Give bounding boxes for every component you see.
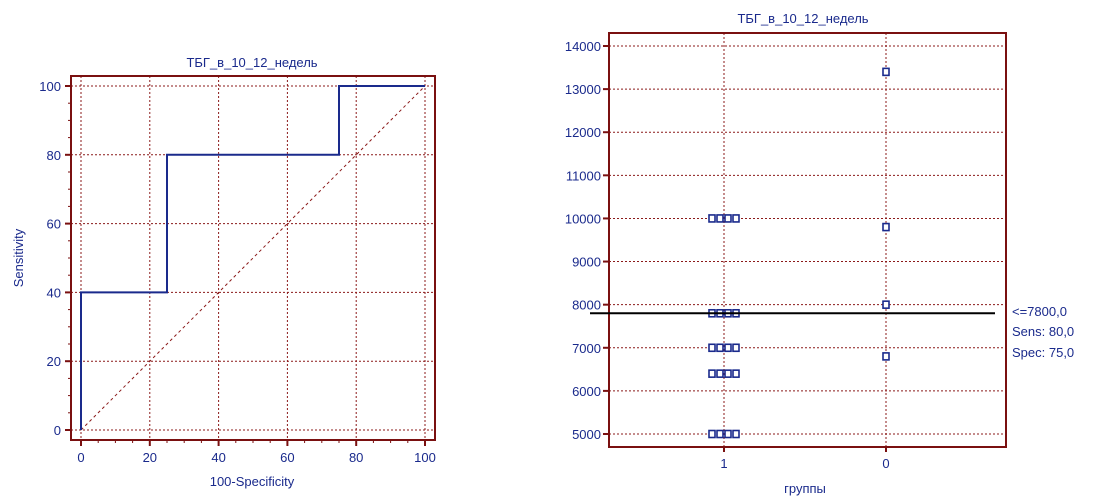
data-point (708, 369, 716, 378)
roc-curve (80, 85, 425, 430)
dot-y-tick-label: 6000 (572, 384, 601, 399)
roc-reference-line (80, 85, 426, 431)
data-point (882, 222, 890, 232)
data-point (732, 214, 740, 223)
roc-y-tick-label: 20 (47, 354, 61, 369)
data-point (708, 429, 716, 439)
dot-y-tick-label: 14000 (565, 39, 601, 54)
roc-x-axis-title: 100-Specificity (210, 474, 295, 489)
roc-x-tick-label: 80 (349, 450, 363, 465)
roc-y-tick-label: 0 (54, 423, 61, 438)
dot-chart: ТБГ_в_10_12_недель 5000 6000 7000 8000 9000 1… (565, 11, 1074, 496)
data-point (882, 300, 890, 309)
data-point (716, 429, 724, 439)
roc-x-tick-label: 60 (280, 450, 294, 465)
annotation-cutoff: <=7800,0 (1012, 304, 1067, 319)
dot-plot-frame (608, 32, 1007, 448)
data-point (724, 369, 732, 378)
data-point (882, 67, 890, 77)
dot-points (708, 67, 890, 439)
dot-x-tick-label: 0 (882, 456, 889, 471)
data-point (882, 352, 890, 361)
roc-x-tick-label: 0 (77, 450, 84, 465)
roc-diagonal (80, 85, 426, 431)
roc-y-tick-label: 80 (47, 148, 61, 163)
data-point (724, 214, 732, 223)
data-point (716, 369, 724, 378)
data-point (716, 343, 724, 353)
roc-curve-line (80, 85, 425, 430)
roc-x-axis: 0 20 40 60 80 100 (77, 440, 436, 465)
dot-y-tick-label: 8000 (572, 298, 601, 313)
roc-x-tick-label: 20 (143, 450, 157, 465)
roc-y-tick-label: 60 (47, 217, 61, 232)
dot-y-tick-label: 7000 (572, 341, 601, 356)
dot-y-tick-label: 13000 (565, 82, 601, 97)
data-point (716, 214, 724, 223)
roc-title: ТБГ_в_10_12_недель (186, 55, 317, 70)
roc-y-tick-label: 100 (39, 79, 61, 94)
dot-y-tick-label: 12000 (565, 125, 601, 140)
cutoff-annotation: <=7800,0 Sens: 80,0 Spec: 75,0 (1012, 304, 1074, 360)
data-point (732, 369, 740, 378)
dot-y-tick-label: 10000 (565, 211, 601, 226)
dot-x-tick-label: 1 (720, 456, 727, 471)
roc-y-axis: 0 20 40 60 80 100 (39, 79, 71, 438)
data-point (724, 343, 732, 353)
roc-x-tick-label: 100 (414, 450, 436, 465)
annotation-spec: Spec: 75,0 (1012, 345, 1074, 360)
dot-y-tick-label: 9000 (572, 255, 601, 270)
roc-x-tick-label: 40 (211, 450, 225, 465)
data-point (732, 343, 740, 353)
roc-chart: ТБГ_в_10_12_недель 0 20 40 60 80 100 0 20 40 60 8… (11, 55, 436, 489)
dot-y-axis: 5000 6000 7000 8000 9000 10000 11000 12000 13000… (565, 39, 609, 442)
dot-grid (609, 33, 1006, 447)
data-point (724, 429, 732, 439)
roc-y-tick-label: 40 (47, 285, 61, 300)
data-point (708, 343, 716, 353)
data-point (708, 214, 716, 223)
roc-y-axis-title: Sensitivity (11, 228, 26, 287)
dot-x-axis-title: группы (784, 481, 826, 496)
dot-y-tick-label: 5000 (572, 427, 601, 442)
data-point (732, 429, 740, 439)
dot-y-tick-label: 11000 (566, 168, 601, 183)
annotation-sens: Sens: 80,0 (1012, 324, 1074, 339)
dot-title: ТБГ_в_10_12_недель (737, 11, 868, 26)
